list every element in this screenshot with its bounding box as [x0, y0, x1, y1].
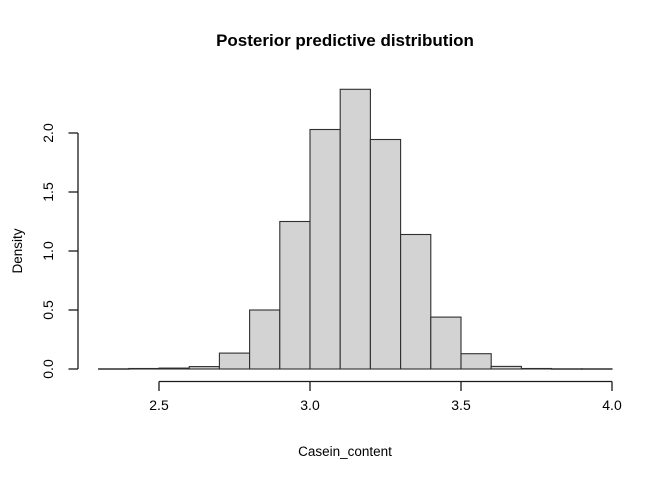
histogram-bar — [309, 128, 341, 370]
y-tick-label: 2.0 — [40, 123, 56, 143]
y-tick-label: 1.5 — [40, 182, 56, 202]
histogram-bar — [218, 352, 251, 370]
x-axis-label: Casein_content — [298, 444, 392, 459]
y-tick-label: 0.5 — [40, 300, 56, 320]
histogram-bar — [400, 233, 432, 370]
chart-title: Posterior predictive distribution — [216, 31, 474, 50]
histogram-bar — [430, 316, 462, 370]
y-tick-label: 0.0 — [40, 359, 56, 379]
histogram-bar — [188, 366, 220, 370]
x-tick-label: 3.0 — [300, 397, 320, 413]
x-tick-label: 2.5 — [149, 397, 169, 413]
histogram-bar — [520, 367, 553, 370]
histogram-bar — [249, 309, 281, 370]
y-axis-label: Density — [10, 228, 25, 274]
x-tick-label: 3.5 — [451, 397, 471, 413]
histogram-bar — [339, 88, 371, 370]
histogram-bar — [158, 367, 190, 370]
x-tick-label: 4.0 — [602, 397, 622, 413]
histogram-bar — [369, 138, 402, 370]
histogram-bar — [279, 220, 311, 370]
histogram-bar — [128, 367, 160, 370]
histogram-bar — [460, 353, 492, 370]
histogram-bar — [490, 365, 522, 370]
y-tick-label: 1.0 — [40, 241, 56, 261]
